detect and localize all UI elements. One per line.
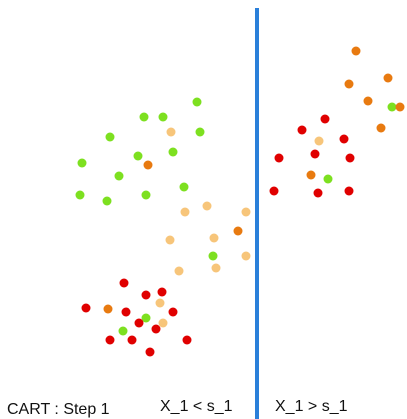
data-point-red <box>313 188 323 198</box>
data-point-orange <box>376 123 386 133</box>
data-point-green <box>192 97 202 107</box>
data-point-red <box>81 303 91 313</box>
data-point-green <box>168 147 178 157</box>
data-point-light_orange <box>165 235 175 245</box>
data-point-light_orange <box>202 201 212 211</box>
data-point-red <box>121 307 131 317</box>
data-point-red <box>274 153 284 163</box>
data-point-orange <box>306 170 316 180</box>
data-point-light_orange <box>158 318 168 328</box>
data-point-orange <box>143 160 153 170</box>
data-point-red <box>119 278 129 288</box>
data-point-green <box>77 158 87 168</box>
points-layer <box>75 46 405 357</box>
data-point-light_orange <box>211 263 221 273</box>
data-point-green <box>141 190 151 200</box>
data-point-light_orange <box>241 207 251 217</box>
data-point-red <box>127 335 137 345</box>
data-point-light_orange <box>209 233 219 243</box>
data-point-light_orange <box>241 251 251 261</box>
data-point-red <box>344 186 354 196</box>
data-point-light_orange <box>180 207 190 217</box>
data-point-green <box>387 102 397 112</box>
data-point-green <box>323 174 333 184</box>
data-point-green <box>208 251 218 261</box>
data-point-red <box>157 287 167 297</box>
data-point-green <box>118 326 128 336</box>
data-point-orange <box>233 226 243 236</box>
data-point-green <box>75 190 85 200</box>
data-point-green <box>158 112 168 122</box>
data-point-light_orange <box>155 298 165 308</box>
data-point-red <box>134 318 144 328</box>
data-point-red <box>105 335 115 345</box>
data-point-orange <box>363 96 373 106</box>
data-point-light_orange <box>174 266 184 276</box>
data-point-orange <box>351 46 361 56</box>
data-point-green <box>133 151 143 161</box>
data-point-orange <box>383 73 393 83</box>
data-point-red <box>182 335 192 345</box>
data-point-red <box>297 125 307 135</box>
right-region-label: X_1 > s_1 <box>275 398 348 415</box>
data-point-red <box>345 153 355 163</box>
figure-title: CART : Step 1 <box>7 401 110 418</box>
data-point-red <box>339 134 349 144</box>
data-point-red <box>310 149 320 159</box>
data-point-green <box>141 313 151 323</box>
data-point-red <box>151 324 161 334</box>
data-point-light_orange <box>314 136 324 146</box>
data-point-green <box>179 182 189 192</box>
left-region-label: X_1 < s_1 <box>160 398 233 415</box>
data-point-red <box>141 290 151 300</box>
data-point-orange <box>344 79 354 89</box>
data-point-green <box>195 127 205 137</box>
data-point-red <box>269 186 279 196</box>
data-point-green <box>139 112 149 122</box>
data-point-green <box>114 171 124 181</box>
data-point-red <box>320 114 330 124</box>
data-point-red <box>145 347 155 357</box>
data-point-orange <box>395 102 405 112</box>
data-point-orange <box>103 304 113 314</box>
data-point-red <box>168 307 178 317</box>
data-point-green <box>105 132 115 142</box>
data-point-green <box>102 196 112 206</box>
data-point-light_orange <box>166 127 176 137</box>
